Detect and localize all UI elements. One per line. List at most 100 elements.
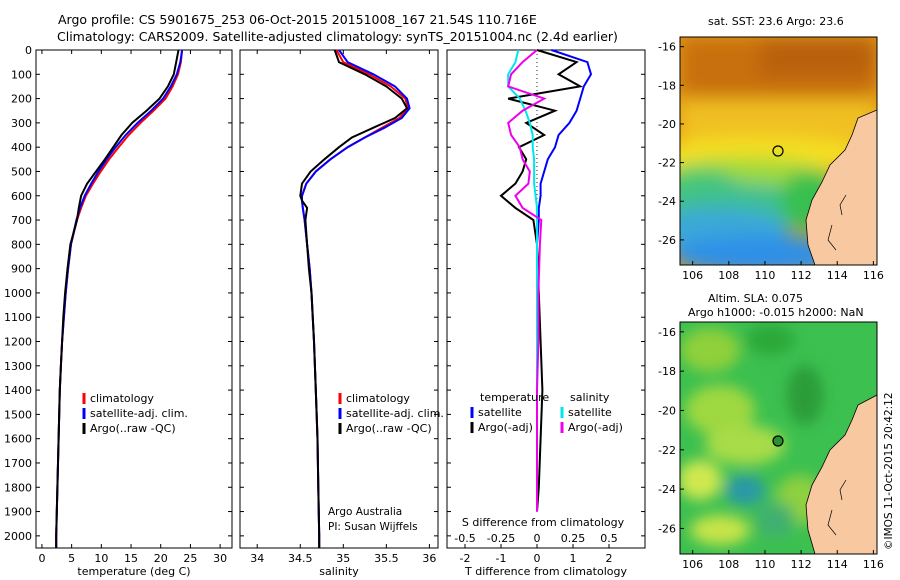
credit-pi: PI: Susan Wijffels [328,521,418,533]
temperature-ytick-label: 1300 [4,360,32,373]
temperature-xtick-label: 0 [38,552,45,565]
credit-institution: Argo Australia [328,506,402,518]
difference-xtick-label: 1 [570,552,577,565]
imos-stamp: ©IMOS 11-Oct-2015 20:42:12 [883,392,895,550]
temperature-ytick-label: 1000 [4,287,32,300]
difference-xtick-label: 0 [534,552,541,565]
difference-stick-label: -0.25 [487,532,515,545]
temperature-legend-label: Argo(..raw -QC) [90,422,176,435]
sla_map-xtick-label: 110 [754,558,775,571]
sla-map-title-2: Argo h1000: -0.015 h2000: NaN [688,306,864,319]
temperature-ytick-label: 1800 [4,481,32,494]
sla-map: Altim. SLA: 0.075 Argo h1000: -0.015 h20… [658,292,884,571]
credits: Argo Australia PI: Susan Wijffels [328,506,418,533]
sla_map-ytick-label: -24 [658,483,676,496]
temperature-ytick-label: 1400 [4,384,32,397]
argo-location-marker [772,145,784,157]
argo-location-marker-sla [772,435,784,447]
difference-xlabel: T difference from climatology [464,565,627,578]
temperature-panel: 0100200300400500600700800900100011001200… [4,44,233,578]
sst_map-xtick-label: 116 [863,269,884,282]
salinity-xtick-label: 36 [422,552,436,565]
difference-legend-label: satellite [478,406,522,419]
difference-xtick-label: -1 [496,552,507,565]
sla_map-xtick-label: 108 [718,558,739,571]
difference-series-temperature-satellite [536,49,593,512]
sst_map-ytick-label: -16 [658,41,676,54]
sla_map-xtick-label: 114 [827,558,848,571]
temperature-ytick-label: 1100 [4,311,32,324]
salinity-series-argo-raw-qc- [299,49,409,548]
salinity-legend-label: satellite-adj. clim. [346,407,444,420]
temperature-xtick-label: 10 [94,552,108,565]
sst_map-xtick-label: 112 [791,269,812,282]
temperature-ytick-label: 0 [25,44,32,57]
difference-stick-label: 0 [534,532,541,545]
temperature-xtick-label: 20 [154,552,168,565]
sla_map-xtick-label: 112 [791,558,812,571]
salinity-legend-label: Argo(..raw -QC) [346,422,432,435]
sst_map-xtick-label: 108 [718,269,739,282]
temperature-frame [35,49,233,549]
sst_map-ytick-label: -26 [658,234,676,247]
sst_map-ytick-label: -20 [658,118,676,131]
temperature-ytick-label: 1900 [4,506,32,519]
temperature-xlabel: temperature (deg C) [77,565,190,578]
sst_map-xtick-label: 110 [754,269,775,282]
temperature-xtick-label: 5 [68,552,75,565]
temperature-ytick-label: 1700 [4,457,32,470]
temperature-ytick-label: 400 [11,141,32,154]
difference-panel: -2 -1 0 1 2 -0.5 -0.25 0 0.25 0.5 S difference fro… [446,49,646,578]
temperature-legend-label: climatology [90,392,154,405]
temperature-series-argo-raw-qc- [55,49,180,548]
difference-frame [446,49,646,549]
temperature-ytick-label: 200 [11,93,32,106]
salinity-xlabel: salinity [319,565,359,578]
sla-field [680,322,877,554]
temperature-series-satellite-adj-clim- [55,49,184,548]
temperature-ytick-label: 600 [11,190,32,203]
title-line-1: Argo profile: CS 5901675_253 06-Oct-2015… [58,12,537,27]
sla_map-ytick-label: -16 [658,326,676,339]
difference-legend-label: Argo(-adj) [478,421,533,434]
temperature-ytick-label: 800 [11,238,32,251]
sst-field [680,37,877,265]
sla_map-ytick-label: -26 [658,522,676,535]
temperature-ytick-label: 2000 [4,530,32,543]
difference-stick-label: 0.5 [600,532,618,545]
salinity-xtick-label: 34.5 [288,552,313,565]
sla_map-xtick-label: 106 [682,558,703,571]
temperature-ytick-label: 500 [11,165,32,178]
title-line-2: Climatology: CARS2009. Satellite-adjuste… [57,29,618,44]
difference-legend-title: temperature [480,391,549,404]
difference-xlabel-top: S difference from climatology [462,516,625,529]
temperature-ytick-label: 900 [11,263,32,276]
sla_map-ytick-label: -22 [658,444,676,457]
sla_map-ytick-label: -20 [658,404,676,417]
salinity-xtick-label: 35 [336,552,350,565]
difference-legend-title: salinity [570,391,610,404]
temperature-xtick-label: 25 [183,552,197,565]
difference-series-temperature-argo-adj- [499,49,584,512]
temperature-series-climatology [55,49,184,548]
sst_map-xtick-label: 114 [827,269,848,282]
difference-legend-label: Argo(-adj) [568,421,623,434]
temperature-ytick-label: 700 [11,214,32,227]
salinity-xtick-label: 34 [250,552,264,565]
temperature-ytick-label: 300 [11,117,32,130]
salinity-panel: 34 34.5 35 35.5 36 salinity climatology satelli… [239,49,444,578]
difference-legend-label: satellite [568,406,612,419]
sst-map: sat. SST: 23.6 Argo: 23.6 106 108 110 112 11… [658,15,884,282]
difference-xtick-label: -2 [460,552,471,565]
sst_map-ytick-label: -18 [658,79,676,92]
temperature-ytick-label: 1600 [4,433,32,446]
temperature-xtick-label: 30 [213,552,227,565]
temperature-ytick-label: 1200 [4,336,32,349]
salinity-legend-label: climatology [346,392,410,405]
sst_map-ytick-label: -22 [658,157,676,170]
sst_map-xtick-label: 106 [682,269,703,282]
temperature-ytick-label: 1500 [4,408,32,421]
difference-stick-label: -0.5 [454,532,475,545]
sla_map-xtick-label: 116 [863,558,884,571]
